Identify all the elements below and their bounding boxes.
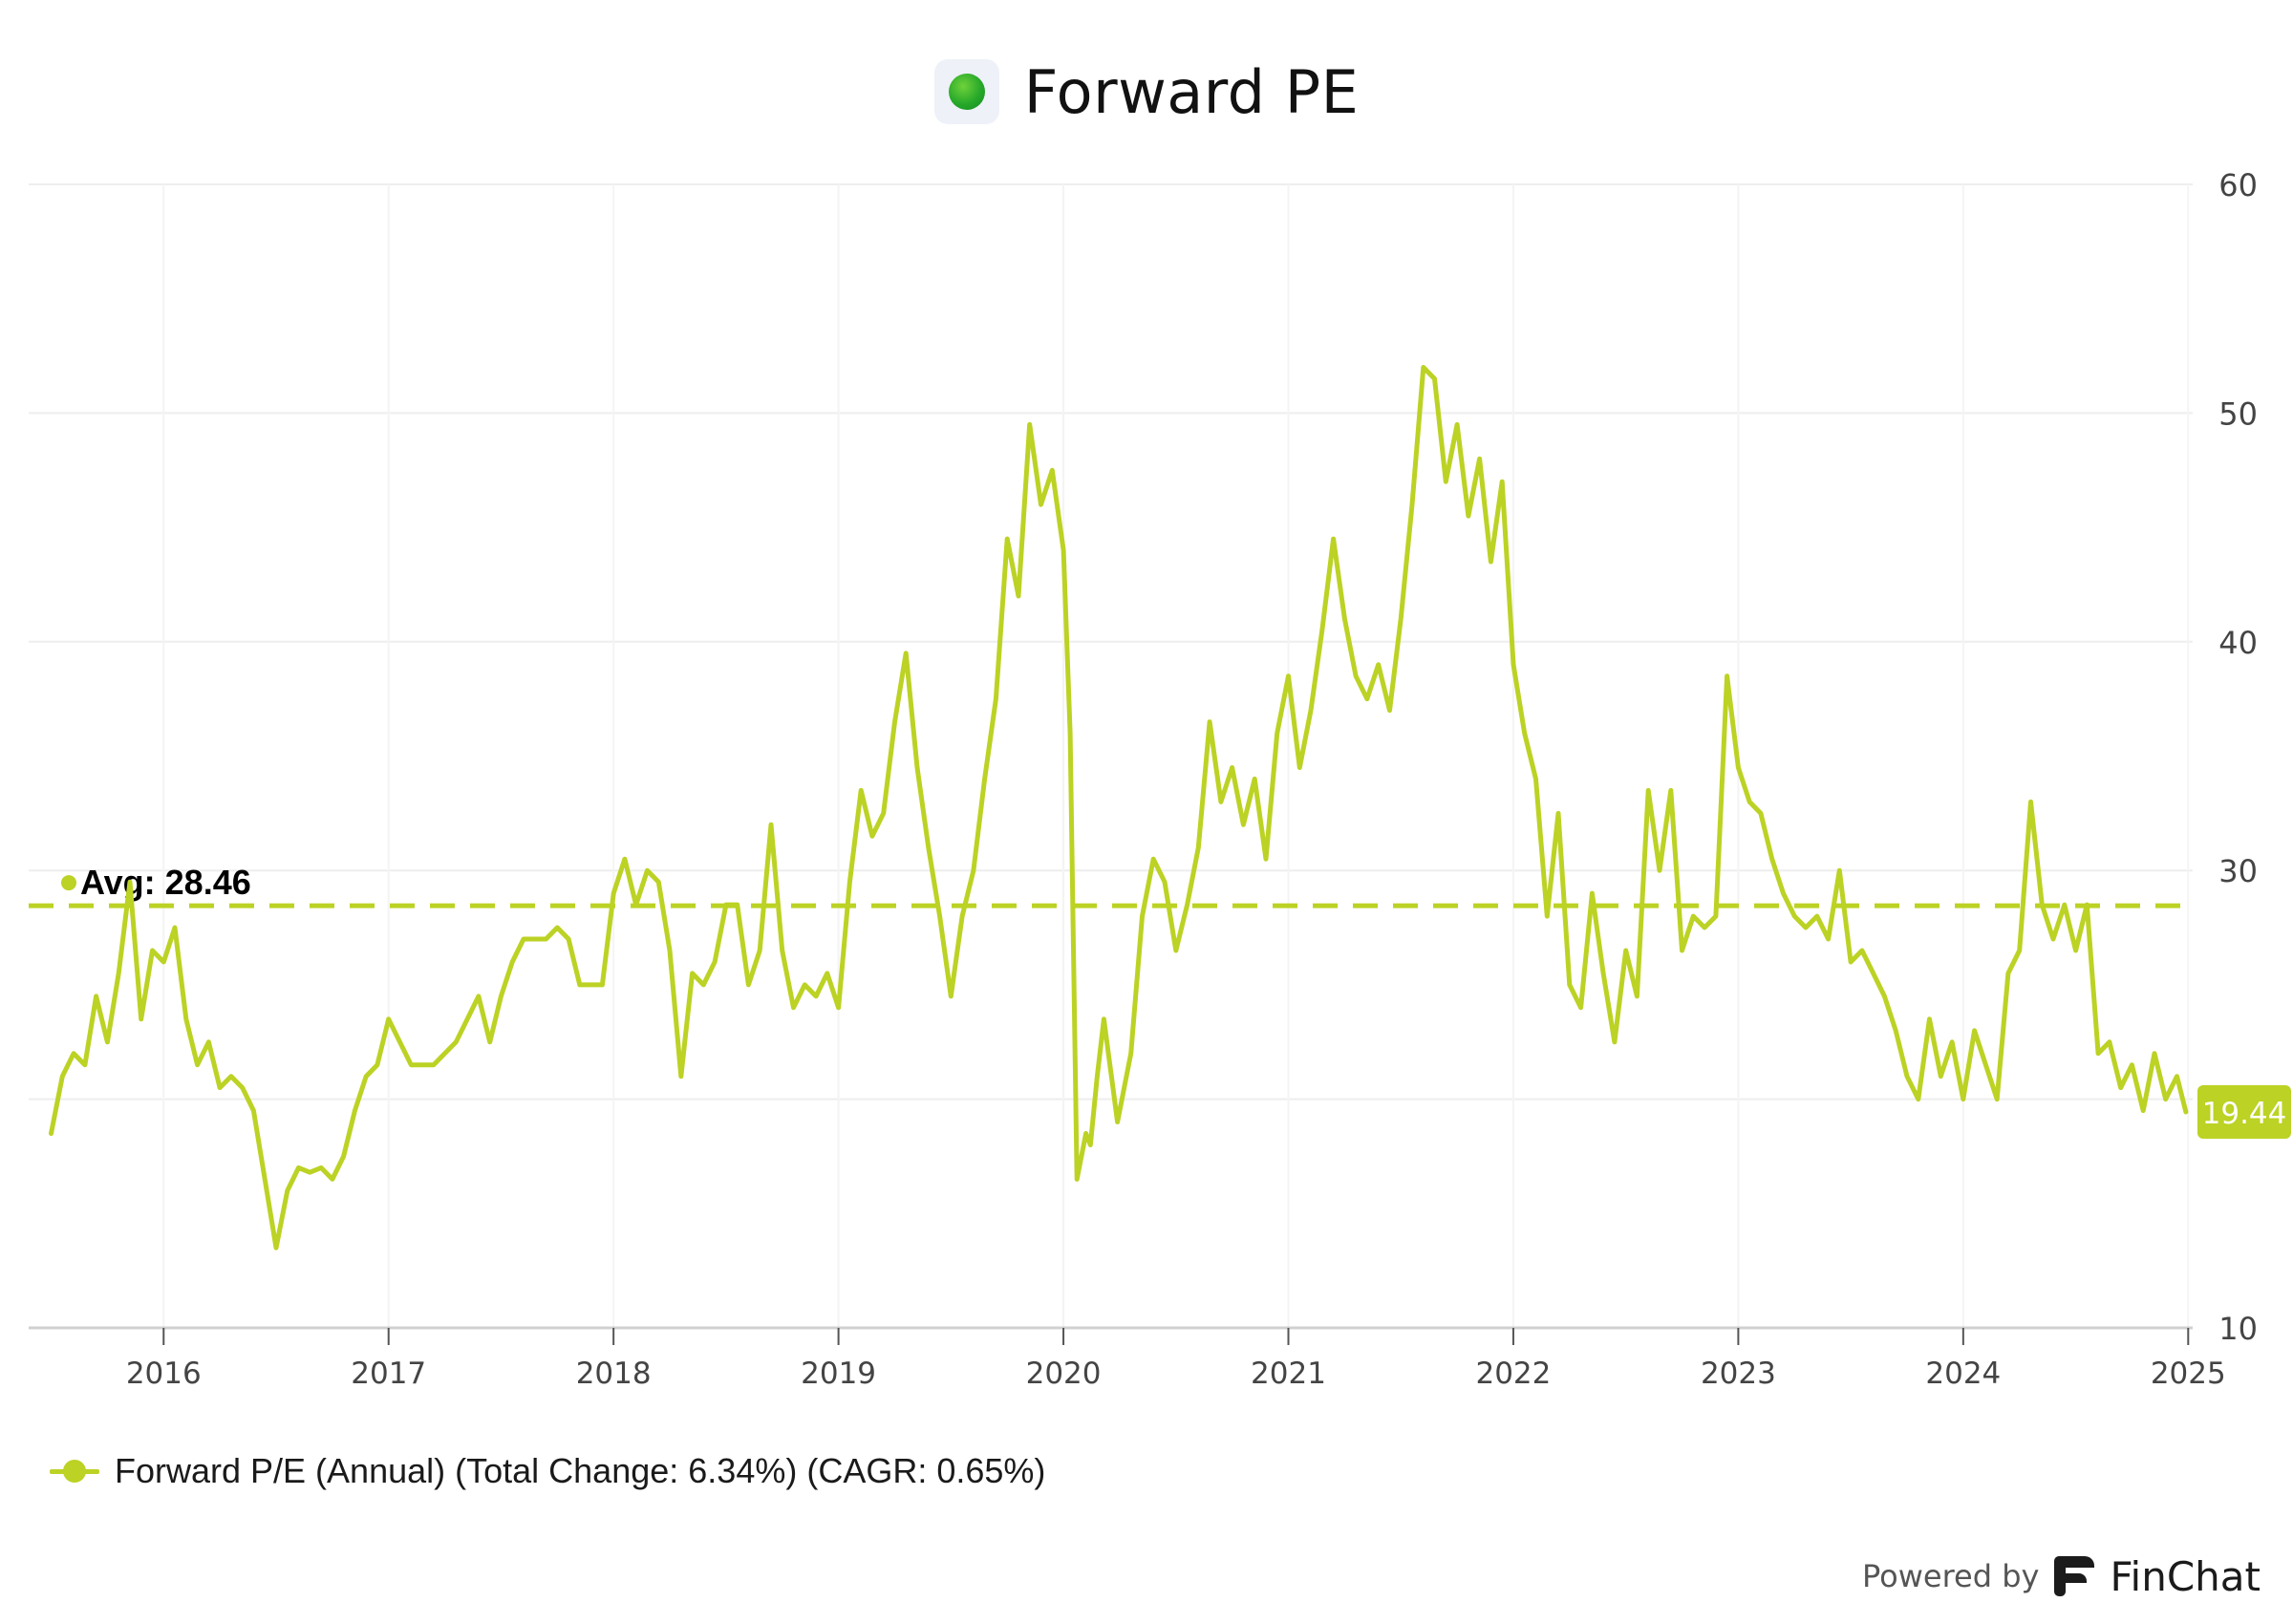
series-group	[49, 365, 2189, 1250]
x-tick-label: 2023	[1701, 1357, 1776, 1391]
x-tick-label: 2018	[576, 1357, 652, 1391]
last-value-badge	[2197, 1085, 2291, 1140]
legend-label: Forward P/E (Annual) (Total Change: 6.34…	[115, 1451, 1046, 1490]
finchat-logo-icon	[2054, 1556, 2095, 1596]
x-tick-label: 2025	[2151, 1357, 2226, 1391]
y-tick-label: 50	[2218, 395, 2258, 432]
powered-by-text: Powered by	[1861, 1558, 2040, 1594]
x-tick-label: 2024	[1925, 1357, 2001, 1391]
last-value-group: 19.44	[2197, 1085, 2291, 1140]
x-tick-label: 2017	[351, 1357, 426, 1391]
average-marker	[61, 875, 76, 891]
legend-line-marker-icon	[50, 1457, 99, 1485]
chart-legend[interactable]: Forward P/E (Annual) (Total Change: 6.34…	[50, 1444, 1045, 1498]
x-axis: 2016 2017 2018 2019 2020 2021 2022 2023 2024 2025	[29, 1326, 2226, 1391]
chart-title-bar: Forward PE	[0, 53, 2293, 130]
last-value-label: 19.44	[2202, 1097, 2287, 1131]
y-tick-label: 60	[2218, 167, 2258, 203]
powered-by-footer[interactable]: Powered by FinChat	[1862, 1546, 2261, 1607]
x-tick-label: 2020	[1026, 1357, 1102, 1391]
finchat-brand: FinChat	[2110, 1552, 2261, 1600]
title-icon-box	[933, 59, 999, 124]
grid-lines	[29, 183, 2193, 1328]
chart-title: Forward PE	[1023, 56, 1360, 127]
average-line-group: Avg: 28.46	[29, 863, 2193, 908]
series-line	[49, 365, 2189, 1250]
y-tick-label: 10	[2218, 1311, 2258, 1347]
green-dot-icon	[948, 74, 985, 110]
y-tick-label: 40	[2218, 625, 2258, 661]
average-label: Avg: 28.46	[80, 863, 251, 902]
y-axis: 102030405060	[2218, 167, 2258, 1347]
x-tick-label: 2022	[1475, 1357, 1551, 1391]
x-tick-label: 2016	[126, 1357, 202, 1391]
x-tick-label: 2019	[801, 1357, 876, 1391]
x-tick-label: 2021	[1251, 1357, 1326, 1391]
y-tick-label: 30	[2218, 853, 2258, 889]
